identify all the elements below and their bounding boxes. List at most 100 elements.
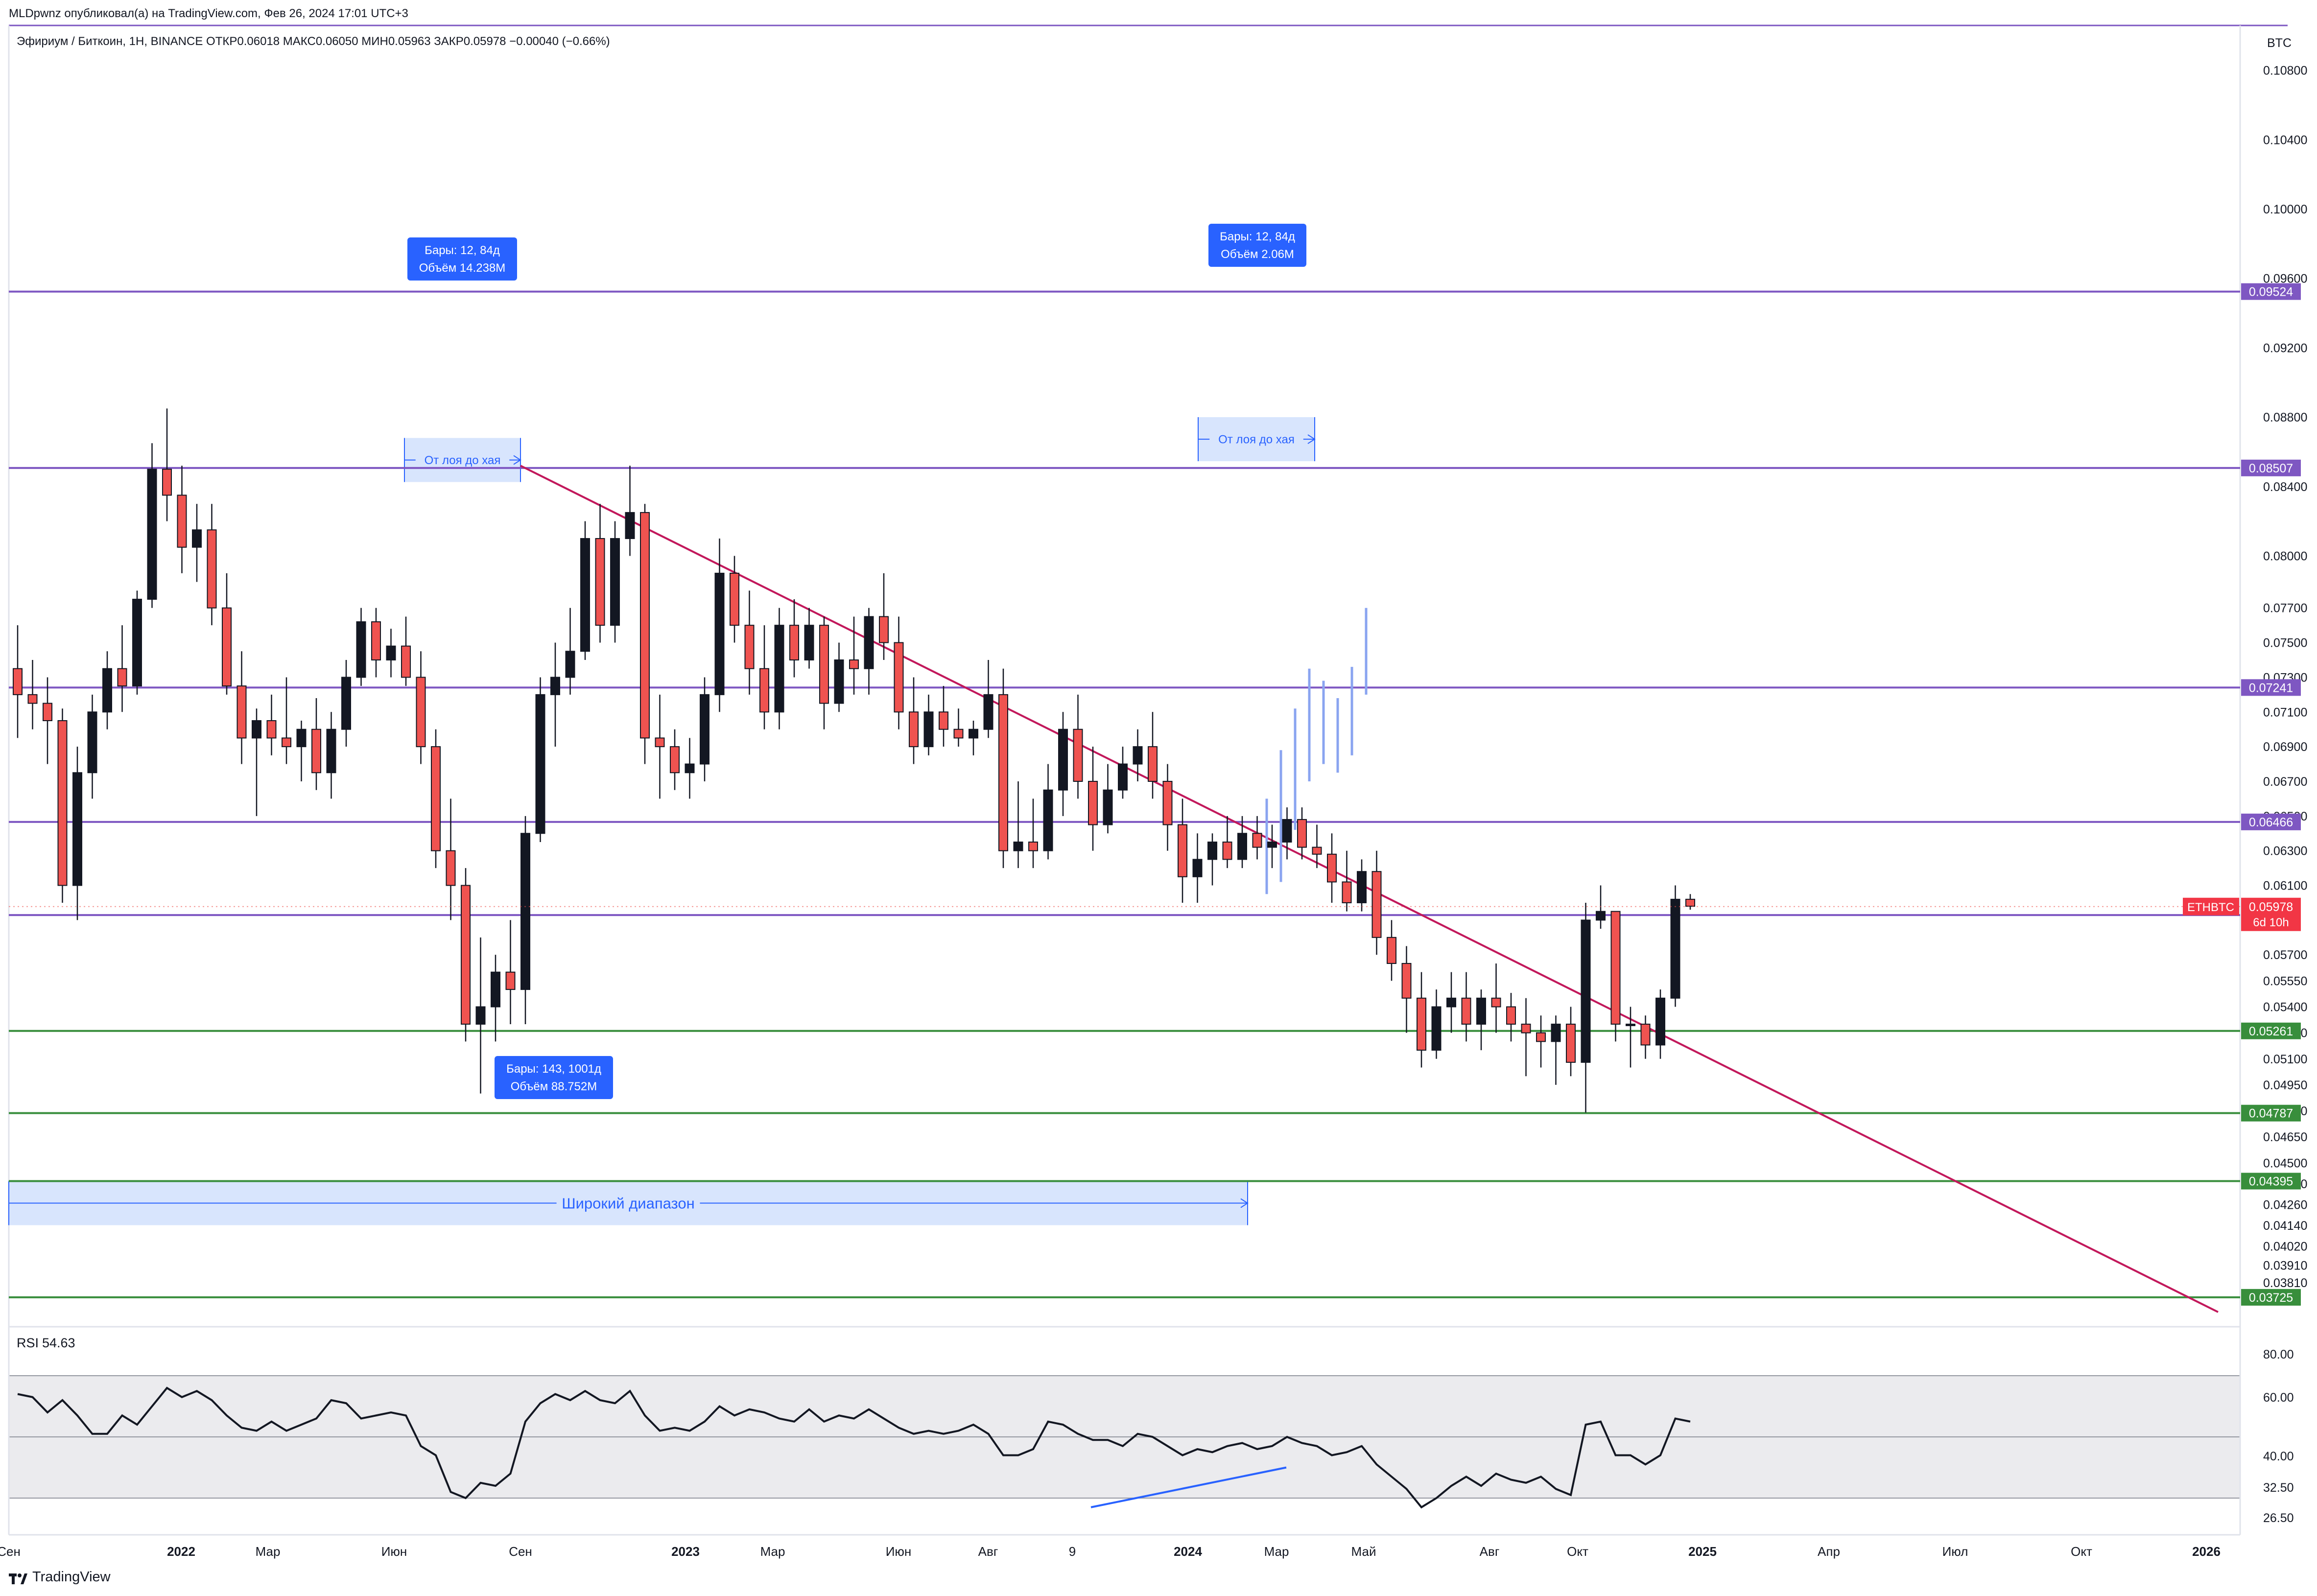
candle[interactable] <box>401 616 411 686</box>
candle[interactable] <box>72 747 82 920</box>
candle[interactable] <box>147 443 157 608</box>
candle[interactable] <box>505 920 516 1024</box>
candle[interactable] <box>1118 747 1128 799</box>
candle[interactable] <box>1043 764 1053 860</box>
candle[interactable] <box>1655 989 1665 1059</box>
candle[interactable] <box>1357 859 1367 912</box>
candle[interactable] <box>1327 833 1337 903</box>
candle[interactable] <box>296 721 307 781</box>
level-price-tag[interactable]: 0.06466 <box>2241 813 2301 830</box>
range-range1[interactable]: От лоя до хая Бары: 12, 84д Объём 14.238М <box>404 237 521 482</box>
candle[interactable] <box>162 408 172 521</box>
candle[interactable] <box>789 599 799 678</box>
candle[interactable] <box>625 466 635 556</box>
candle[interactable] <box>610 521 620 643</box>
candle[interactable] <box>117 625 127 712</box>
candle[interactable] <box>431 729 441 868</box>
candle[interactable] <box>475 937 486 1094</box>
candle[interactable] <box>102 651 112 729</box>
candles[interactable] <box>9 408 2240 1113</box>
candle[interactable] <box>1013 781 1023 868</box>
level-price-tag[interactable]: 0.03725 <box>2241 1289 2301 1306</box>
candle[interactable] <box>1297 807 1307 860</box>
candle[interactable] <box>953 708 964 747</box>
candle[interactable] <box>1536 1015 1546 1068</box>
candle[interactable] <box>461 868 471 1042</box>
tradingview-brand[interactable]: TradingView <box>9 1569 111 1585</box>
candle[interactable] <box>595 504 605 643</box>
candle[interactable] <box>1685 894 1695 910</box>
candle[interactable] <box>177 466 187 573</box>
candle[interactable] <box>1640 1015 1651 1059</box>
candle[interactable] <box>714 539 725 712</box>
level-price-tag[interactable]: 0.04787 <box>2241 1104 2301 1122</box>
candle[interactable] <box>909 677 919 764</box>
candle[interactable] <box>819 616 829 729</box>
level-price-tag[interactable]: 0.08507 <box>2241 459 2301 476</box>
candle[interactable] <box>1237 816 1247 868</box>
candle[interactable] <box>371 608 381 678</box>
candle[interactable] <box>132 590 142 695</box>
candle[interactable] <box>1207 833 1217 886</box>
candle[interactable] <box>565 608 575 695</box>
last-price-tag[interactable]: ETHBTC 0.05978 6d 10h <box>2183 897 2301 931</box>
candle[interactable] <box>1610 911 1621 1042</box>
range-range3[interactable]: Широкий диапазон Бары: 143, 1001д Объём 88… <box>8 1056 1249 1225</box>
candle[interactable] <box>356 608 366 686</box>
candle[interactable] <box>192 504 202 582</box>
candle[interactable] <box>341 660 351 747</box>
candle[interactable] <box>13 625 23 738</box>
candle[interactable] <box>1446 972 1456 1033</box>
candle[interactable] <box>879 573 889 660</box>
candle[interactable] <box>416 651 426 764</box>
candle[interactable] <box>1058 712 1068 816</box>
candle[interactable] <box>1312 824 1322 868</box>
candle[interactable] <box>252 708 261 816</box>
candle[interactable] <box>998 668 1008 868</box>
candle[interactable] <box>1401 946 1412 1033</box>
level-price-tag[interactable]: 0.04395 <box>2241 1173 2301 1190</box>
candle[interactable] <box>43 677 52 764</box>
candle[interactable] <box>983 660 993 738</box>
candle[interactable] <box>894 616 904 729</box>
candle[interactable] <box>207 504 217 626</box>
candle[interactable] <box>57 708 68 903</box>
candle[interactable] <box>1088 747 1098 851</box>
candle[interactable] <box>1506 993 1516 1042</box>
candle[interactable] <box>700 677 709 781</box>
candle[interactable] <box>520 816 530 1024</box>
range-range2[interactable]: От лоя до хая Бары: 12, 84д Объём 2.06М <box>1198 224 1316 462</box>
candle[interactable] <box>1252 816 1262 860</box>
candle[interactable] <box>1461 972 1471 1042</box>
candle[interactable] <box>1178 798 1187 903</box>
candle[interactable] <box>1626 1007 1635 1068</box>
level-price-tag[interactable]: 0.05261 <box>2241 1022 2301 1039</box>
candle[interactable] <box>849 616 859 695</box>
horizontal-levels[interactable] <box>9 290 2240 1298</box>
candle[interactable] <box>744 590 755 695</box>
candle[interactable] <box>1162 764 1173 851</box>
candle[interactable] <box>282 677 291 764</box>
candle[interactable] <box>1073 694 1083 799</box>
candle[interactable] <box>266 694 277 755</box>
candle[interactable] <box>491 955 500 1042</box>
candle[interactable] <box>1476 989 1486 1051</box>
candle[interactable] <box>1148 712 1158 799</box>
candle[interactable] <box>1431 989 1442 1059</box>
candle[interactable] <box>1371 850 1382 955</box>
candle[interactable] <box>685 738 695 799</box>
time-axis[interactable]: Сен 2022 Мар Июн Сен 2023 Мар Июн Авг 9 2024 Мар Май… <box>0 1544 2221 1559</box>
candle[interactable] <box>670 729 680 790</box>
candle[interactable] <box>1581 902 1591 1113</box>
candle[interactable] <box>1491 963 1501 1033</box>
candle[interactable] <box>1282 807 1292 860</box>
candle[interactable] <box>1103 764 1113 834</box>
candle[interactable] <box>446 798 456 920</box>
candle[interactable] <box>1133 729 1143 781</box>
candle[interactable] <box>640 504 650 764</box>
candle[interactable] <box>939 686 948 747</box>
candle[interactable] <box>804 608 814 669</box>
candle[interactable] <box>1417 972 1426 1068</box>
candle[interactable] <box>1566 1007 1576 1077</box>
